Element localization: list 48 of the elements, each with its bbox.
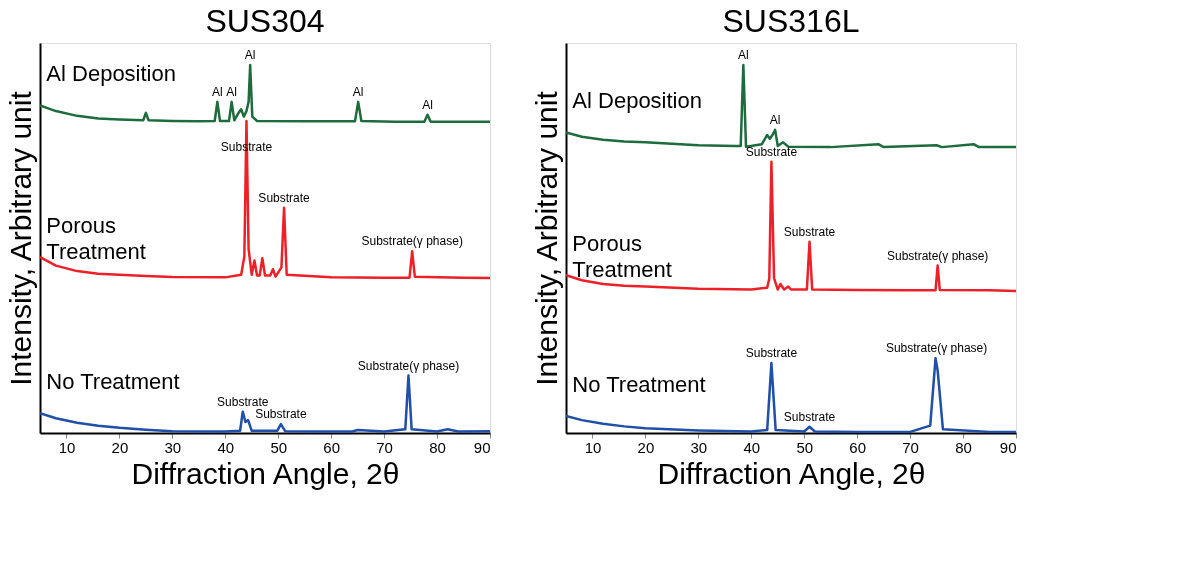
chart-title: SUS304 — [205, 3, 325, 39]
x-tick-label: 90 — [999, 438, 1017, 456]
x-tick-label: 50 — [270, 438, 288, 456]
annotation: Substrate — [745, 346, 798, 361]
series-label: Porous Treatment — [46, 212, 146, 264]
x-tick-label: 90 — [473, 438, 491, 456]
x-tick-label: 80 — [429, 438, 446, 456]
annotation: Al — [352, 84, 364, 99]
annotation: Substrate(γ phase) — [357, 358, 460, 373]
x-tick-label: 30 — [164, 438, 182, 456]
series-label: No Treatment — [572, 371, 706, 397]
x-axis-title: Diffraction Angle, 2θ — [131, 456, 400, 490]
chart-title: SUS316L — [722, 3, 860, 39]
annotation: Al — [226, 84, 237, 99]
x-axis-title: Diffraction Angle, 2θ — [657, 456, 926, 490]
x-tick-label: 40 — [743, 438, 761, 456]
x-tick-label: 60 — [323, 438, 341, 456]
x-tick-label: 20 — [111, 438, 129, 456]
annotation: Substrate — [258, 190, 311, 205]
annotation: Substrate(γ phase) — [885, 341, 988, 356]
y-axis-title: Intensity, Arbitrary unit — [3, 90, 37, 386]
annotation: Al — [422, 97, 433, 112]
annotation: Substrate — [217, 394, 269, 409]
annotation: Substrate(γ phase) — [361, 234, 463, 249]
series-label: Porous Treatment — [572, 230, 672, 282]
annotation: Al — [244, 48, 256, 63]
x-tick-label: 40 — [217, 438, 235, 456]
x-tick-label: 70 — [376, 438, 393, 456]
x-tick-label: 30 — [690, 438, 708, 456]
x-tick-label: 70 — [902, 438, 919, 456]
x-tick-label: 10 — [58, 438, 76, 456]
x-tick-label: 60 — [849, 438, 867, 456]
x-tick-label: 50 — [796, 438, 814, 456]
series-label: No Treatment — [46, 368, 180, 394]
annotation: Al — [212, 84, 223, 99]
series-label: Al Deposition — [572, 87, 702, 113]
x-tick-label: 80 — [955, 438, 972, 456]
annotation: Substrate — [255, 407, 307, 422]
annotation: Al — [738, 48, 749, 63]
x-tick-label: 10 — [584, 438, 602, 456]
annotation: Substrate(γ phase) — [886, 248, 989, 263]
annotation: Substrate — [783, 409, 836, 424]
x-tick-label: 20 — [637, 438, 655, 456]
series-label: Al Deposition — [46, 61, 176, 87]
y-axis-title: Intensity, Arbitrary unit — [529, 90, 563, 386]
annotation: Al — [769, 112, 781, 127]
annotation: Substrate — [745, 144, 798, 159]
annotation: Substrate — [783, 224, 836, 239]
